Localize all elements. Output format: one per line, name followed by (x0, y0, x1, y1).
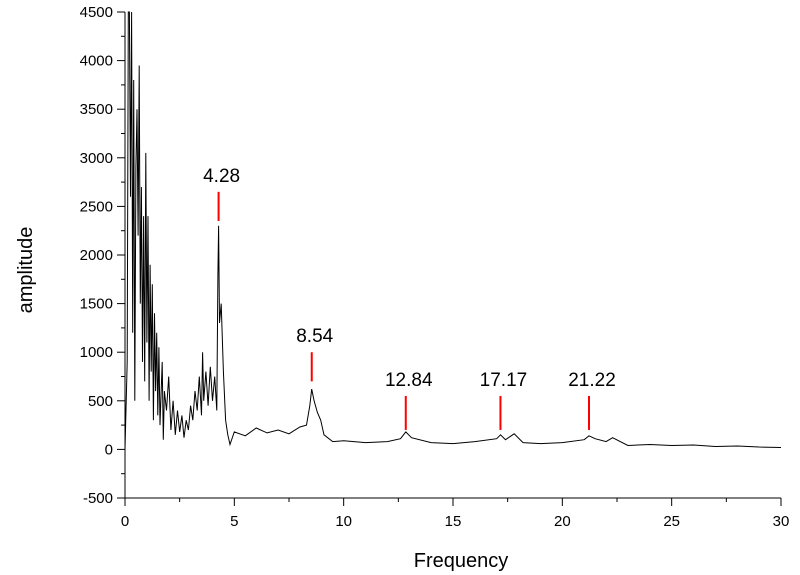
x-tick-label: 5 (230, 513, 238, 530)
y-tick-label: 2000 (80, 247, 113, 264)
series-line (124, 11, 782, 450)
x-tick-label: 20 (554, 513, 571, 530)
peak-label: 17.17 (480, 370, 528, 391)
peak-label: 21.22 (568, 370, 616, 391)
x-axis-ticks: 0 5 10 15 20 25 30 (121, 498, 790, 530)
x-tick-label: 15 (445, 513, 462, 530)
y-tick-label: -500 (83, 490, 113, 507)
y-tick-label: 1500 (80, 296, 113, 313)
y-tick-label: 4000 (80, 53, 113, 70)
y-tick-label: 0 (105, 441, 113, 458)
y-tick-label: 500 (88, 393, 113, 410)
x-tick-label: 30 (773, 513, 790, 530)
peak-label: 4.28 (203, 166, 240, 187)
y-tick-label: 1000 (80, 344, 113, 361)
y-tick-label: 3000 (80, 150, 113, 167)
y-tick-label: 4500 (80, 4, 113, 21)
y-tick-label: 2500 (80, 198, 113, 215)
peak-label: 12.84 (385, 370, 433, 391)
x-axis-title: Frequency (414, 550, 509, 572)
y-axis-title: amplitude (15, 227, 37, 314)
x-tick-label: 10 (335, 513, 352, 530)
x-tick-label: 25 (663, 513, 680, 530)
x-tick-label: 0 (121, 513, 129, 530)
peak-label: 8.54 (296, 326, 333, 347)
y-tick-label: 3500 (80, 101, 113, 118)
y-axis-ticks: -500 0 500 1000 1500 2000 2500 3000 3500 4000 4500 (80, 4, 125, 507)
peak-annotations: 4.28 8.54 12.84 17.17 21.22 (203, 166, 616, 430)
